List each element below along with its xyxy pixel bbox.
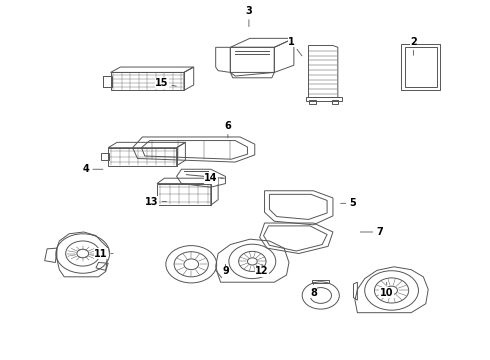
Text: 1: 1 — [288, 37, 302, 56]
Text: 6: 6 — [224, 121, 231, 138]
Text: 12: 12 — [255, 264, 269, 276]
Text: 3: 3 — [245, 6, 252, 27]
Text: 7: 7 — [360, 227, 383, 237]
Text: 5: 5 — [341, 198, 356, 208]
Text: 13: 13 — [146, 197, 167, 207]
Text: 4: 4 — [83, 164, 103, 174]
Text: 15: 15 — [155, 78, 176, 88]
Text: 10: 10 — [380, 282, 393, 298]
Text: 14: 14 — [204, 173, 225, 183]
Text: 11: 11 — [94, 248, 113, 258]
Text: 8: 8 — [310, 282, 317, 298]
Text: 2: 2 — [410, 37, 417, 55]
Text: 9: 9 — [222, 264, 229, 276]
